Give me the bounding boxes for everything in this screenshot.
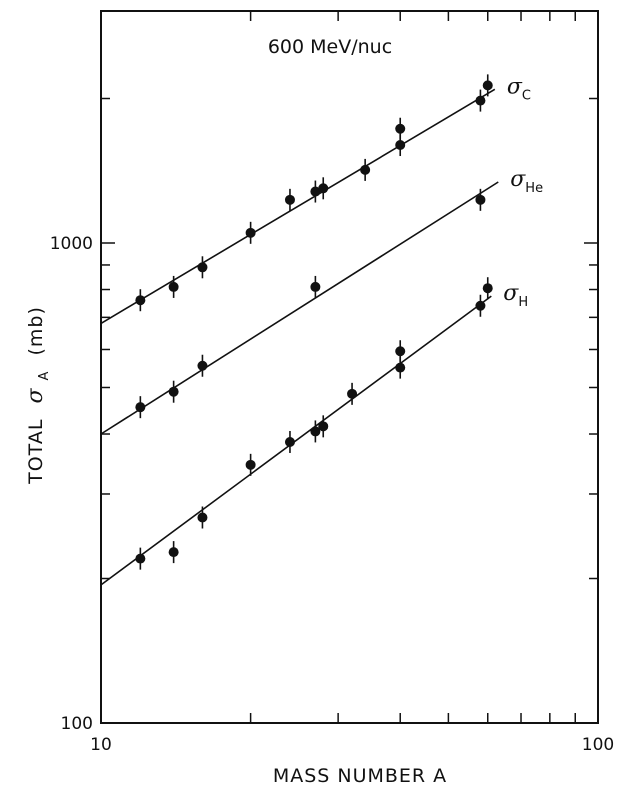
data-point-c [360,164,371,175]
data-point-h [347,388,358,399]
y-axis-label-symbol: σ [23,388,48,404]
series-label-he: σHe [510,167,543,196]
data-point-c [197,262,208,273]
y-axis-title: TOTAL σ A (mb) [23,306,53,485]
data-point-h [318,421,329,432]
fit-line-he [100,181,499,435]
data-point-h [245,459,256,470]
data-point-h [135,553,146,564]
data-point-h [310,426,321,437]
data-point-c [395,140,406,151]
data-point-c [135,295,146,306]
data-point-c [168,281,179,292]
data-point-h [168,547,179,558]
data-point-c [318,183,329,194]
data-point-h [482,283,493,294]
data-point-he [197,360,208,371]
fit-line-c [100,88,496,325]
data-point-c [475,95,486,106]
fit-line-h [100,295,492,586]
data-point-h [395,362,406,373]
series-labels: σC σHe σH [503,74,543,310]
data-point-he [310,281,321,292]
y-tick-label: 100 [61,714,93,734]
fit-lines [100,88,499,586]
x-axis-title: MASS NUMBER A [273,765,447,787]
x-axis-label: MASS NUMBER A [273,765,447,787]
data-point-he [135,402,146,413]
data-point-c [395,123,406,134]
data-point-he [168,386,179,397]
y-axis-label-unit: (mb) [25,306,47,355]
x-tick-label: 100 [582,735,614,755]
data-points [135,74,493,570]
data-point-h [395,346,406,357]
data-point-c [284,194,295,205]
data-point-h [475,300,486,311]
data-point-he [475,194,486,205]
y-tick-label: 1000 [50,234,93,254]
data-point-c [310,186,321,197]
y-axis-label-prefix: TOTAL [25,419,47,485]
y-axis-label-subscript: A [37,371,52,381]
plot-frame [100,10,599,724]
data-point-c [482,80,493,91]
data-point-c [245,227,256,238]
axis-ticks [101,11,598,723]
x-tick-label: 10 [90,735,112,755]
chart-title: 600 MeV/nuc [268,36,392,58]
data-point-h [197,512,208,523]
data-point-h [284,436,295,447]
series-label-c: σC [507,74,531,103]
y-axis-label: TOTAL σ A (mb) [23,306,53,485]
series-label-h: σH [503,281,528,310]
